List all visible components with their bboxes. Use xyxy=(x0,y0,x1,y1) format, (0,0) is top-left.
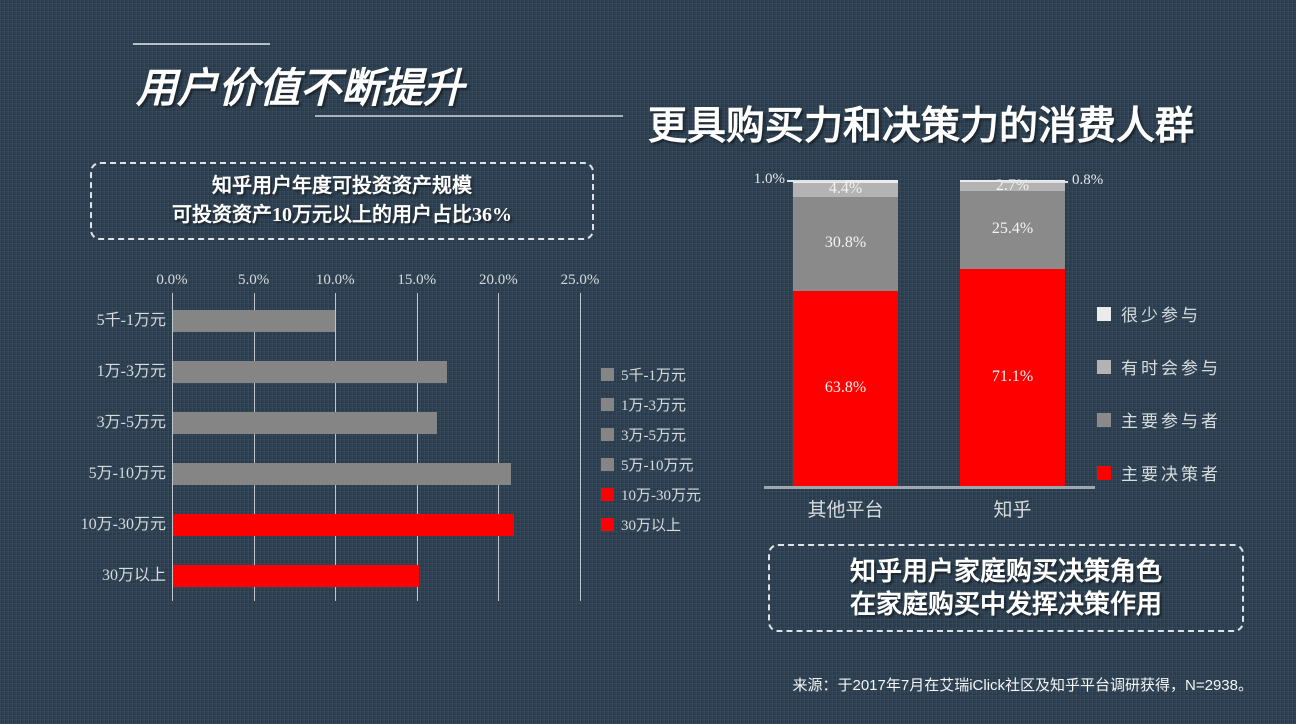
category-label: 其他平台 xyxy=(807,500,884,521)
legend-item: 5万-10万元 xyxy=(601,454,701,475)
gridline xyxy=(580,293,581,601)
callout-line: 知乎用户家庭购买决策角色 xyxy=(849,557,1162,586)
bar xyxy=(173,310,335,332)
legend-item: 主要参与者 xyxy=(1097,407,1221,432)
section-subtitle: 更具购买力和决策力的消费人群 xyxy=(648,105,1195,148)
category-label: 知乎 xyxy=(993,500,1032,521)
decision-role-legend: 很少参与有时会参与主要参与者主要决策者 xyxy=(1097,301,1221,485)
bar xyxy=(173,565,420,587)
legend-label: 3万-5万元 xyxy=(621,428,686,444)
decision-role-callout: 知乎用户家庭购买决策角色 在家庭购买中发挥决策作用 xyxy=(768,544,1244,632)
category-label: 5千-1万元 xyxy=(96,312,166,329)
legend-label: 主要决策者 xyxy=(1121,465,1221,484)
gridline xyxy=(498,293,500,601)
stacked-segment xyxy=(793,183,898,197)
category-label: 3万-5万元 xyxy=(96,414,166,431)
category-label: 10万-30万元 xyxy=(80,516,166,533)
legend-item: 有时会参与 xyxy=(1097,354,1221,379)
title-underline xyxy=(315,115,623,117)
stacked-segment xyxy=(793,196,898,292)
page-title: 用户价值不断提升 xyxy=(136,65,464,111)
x-axis-tick-label: 15.0% xyxy=(397,272,437,288)
gridline xyxy=(335,293,337,601)
callout-leader-line xyxy=(787,180,845,182)
legend-item: 主要决策者 xyxy=(1097,460,1221,485)
title-overline xyxy=(133,43,270,45)
x-axis-tick-label: 5.0% xyxy=(237,272,270,288)
legend-label: 有时会参与 xyxy=(1121,359,1221,378)
legend-label: 5万-10万元 xyxy=(621,458,694,474)
legend-item: 1万-3万元 xyxy=(601,394,701,415)
legend-swatch xyxy=(601,458,614,471)
segment-value-label: 25.4% xyxy=(991,219,1034,237)
segment-value-label: 30.8% xyxy=(824,233,867,251)
investable-assets-chart xyxy=(172,293,581,601)
legend-swatch xyxy=(601,428,614,441)
bar xyxy=(173,463,511,485)
callout-line: 在家庭购买中发挥决策作用 xyxy=(849,590,1162,619)
gridline xyxy=(172,293,173,601)
segment-value-label: 4.4% xyxy=(828,179,863,197)
stacked-segment xyxy=(960,182,1065,191)
legend-item: 30万以上 xyxy=(601,514,701,535)
stacked-segment xyxy=(793,291,898,487)
legend-swatch xyxy=(601,488,614,501)
legend-label: 10万-30万元 xyxy=(621,488,701,504)
gridline xyxy=(416,293,418,601)
x-axis-tick-label: 10.0% xyxy=(315,272,355,288)
legend-item: 很少参与 xyxy=(1097,301,1221,326)
callout-line: 可投资资产10万元以上的用户占比36% xyxy=(172,204,512,226)
legend-item: 3万-5万元 xyxy=(601,424,701,445)
x-axis-tick-label: 20.0% xyxy=(479,272,518,288)
x-axis-tick-row: 0.0% 5.0% 10.0% 15.0% 20.0% 25.0% xyxy=(156,272,599,290)
category-label: 30万以上 xyxy=(101,567,166,584)
gridline xyxy=(253,293,255,601)
segment-value-label: 63.8% xyxy=(824,379,867,397)
callout-line: 知乎用户年度可投资资产规模 xyxy=(212,175,472,197)
legend-swatch xyxy=(1097,359,1111,374)
investable-assets-callout: 知乎用户年度可投资资产规模 可投资资产10万元以上的用户占比36% xyxy=(90,162,594,240)
legend-swatch xyxy=(1097,306,1111,321)
bar xyxy=(173,514,515,536)
legend-swatch xyxy=(1097,412,1111,427)
segment-value-label: 2.7% xyxy=(995,176,1030,194)
source-note: 来源：于2017年7月在艾瑞iClick社区及知乎平台调研获得，N=2938。 xyxy=(792,677,1253,694)
legend-swatch xyxy=(1097,465,1111,480)
bar xyxy=(173,412,438,434)
legend-label: 1万-3万元 xyxy=(621,398,686,414)
x-axis-line xyxy=(764,486,1095,489)
legend-label: 30万以上 xyxy=(621,518,682,534)
legend-item: 10万-30万元 xyxy=(601,484,701,505)
legend-label: 主要参与者 xyxy=(1121,412,1221,431)
category-label: 5万-10万元 xyxy=(88,465,166,482)
legend-swatch xyxy=(601,368,614,381)
x-axis-tick-label: 25.0% xyxy=(560,272,600,288)
segment-value-label: 71.1% xyxy=(991,367,1034,385)
outside-value-label: 1.0% xyxy=(753,171,785,187)
category-label: 1万-3万元 xyxy=(96,363,166,380)
legend-label: 很少参与 xyxy=(1121,306,1201,325)
outside-value-label: 0.8% xyxy=(1072,172,1104,188)
legend-swatch xyxy=(601,518,614,531)
legend-item: 5千-1万元 xyxy=(601,364,701,385)
x-axis-tick-label: 0.0% xyxy=(156,272,188,288)
investable-assets-legend: 5千-1万元 1万-3万元 3万-5万元 5万-10万元 10万-30万元 30万以上 xyxy=(601,364,701,535)
legend-label: 5千-1万元 xyxy=(621,368,686,384)
stacked-segment xyxy=(960,268,1065,487)
callout-leader-line xyxy=(1002,181,1068,183)
legend-swatch xyxy=(601,398,614,411)
stacked-segment xyxy=(960,190,1065,269)
category-label-column: 5千-1万元 1万-3万元 3万-5万元 5万-10万元 10万-30万元 30万以上 xyxy=(28,293,166,601)
bar xyxy=(173,361,448,383)
